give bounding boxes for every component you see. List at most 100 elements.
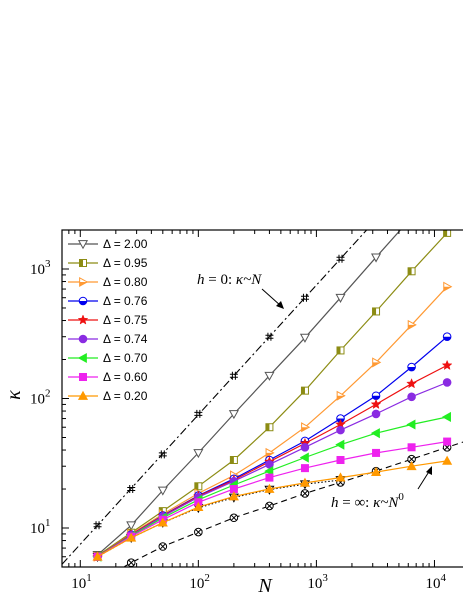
legend-label-3: Δ = 0.76 [103, 294, 148, 308]
annotation-hinf-arrow [417, 469, 431, 490]
legend: Δ = 2.00 Δ = 0.95 Δ = 0.80 Δ = 0.76 Δ = 0.75… [68, 237, 148, 403]
ref-point-h0-6 [300, 293, 309, 302]
legend-item-7: Δ = 0.60 [68, 370, 148, 384]
legend-label-5: Δ = 0.74 [103, 332, 148, 346]
point-0-1 [126, 521, 137, 531]
point-6-8 [370, 428, 380, 439]
y-tick-label-0: 101 [30, 517, 51, 537]
point-7-6 [300, 464, 309, 473]
series-layer [92, 214, 453, 562]
point-0-6 [299, 333, 311, 343]
point-4-10 [441, 359, 453, 371]
point-3-8 [371, 391, 381, 401]
point-8-0 [92, 551, 103, 561]
legend-marker-0 [77, 240, 89, 250]
point-0-7 [335, 293, 346, 303]
point-8-2 [157, 517, 168, 527]
ref-point-h0-2 [158, 450, 167, 459]
reference-line-hinf [122, 441, 463, 567]
point-8-4 [228, 491, 239, 501]
legend-label-8: Δ = 0.20 [103, 389, 148, 403]
point-6-10 [441, 411, 451, 423]
ref-point-hinf-1 [158, 542, 168, 551]
legend-label-1: Δ = 0.95 [103, 256, 148, 270]
point-6-9 [406, 419, 416, 430]
point-1-8 [372, 307, 381, 316]
legend-marker-2 [79, 276, 89, 288]
axes: 101 102 103 104 101 102 103 Nκ [3, 229, 463, 597]
point-5-5 [265, 460, 274, 469]
legend-marker-1 [79, 259, 87, 267]
point-1-10 [443, 230, 452, 237]
point-5-6 [300, 442, 310, 452]
point-2-8 [372, 357, 382, 368]
annotation-h0: h = 0: κ~N [197, 272, 262, 288]
point-3-10 [442, 332, 452, 342]
legend-label-6: Δ = 0.70 [103, 351, 148, 365]
legend-item-1: Δ = 0.95 [68, 256, 148, 270]
ref-point-h0-4 [229, 371, 238, 380]
point-7-9 [407, 443, 416, 452]
point-0-9 [407, 214, 415, 222]
point-7-10 [443, 437, 452, 446]
annotation-h0-arrow [261, 288, 282, 307]
legend-item-2: Δ = 0.80 [68, 275, 148, 289]
point-5-8 [371, 409, 381, 419]
legend-item-8: Δ = 0.20 [68, 389, 148, 403]
point-8-6 [299, 477, 311, 487]
series-line-2 [97, 286, 448, 558]
point-4-8 [370, 398, 382, 410]
point-4-9 [406, 378, 417, 389]
ref-point-hinf-0 [126, 558, 136, 567]
legend-label-2: Δ = 0.80 [103, 275, 148, 289]
point-8-7 [335, 472, 346, 482]
point-7-8 [372, 448, 381, 457]
legend-label-4: Δ = 0.75 [103, 313, 148, 327]
point-8-3 [193, 501, 204, 511]
ref-point-h0-3 [194, 409, 203, 418]
legend-item-3: Δ = 0.76 [68, 294, 148, 308]
point-0-3 [193, 449, 204, 459]
x-tick-label-0: 101 [71, 572, 92, 592]
y-tick-label-2: 103 [30, 258, 51, 278]
point-6-7 [335, 439, 345, 450]
annotation-hinf-arrowhead [426, 466, 432, 475]
ref-point-hinf-3 [229, 513, 239, 523]
x-tick-label-1: 102 [189, 572, 210, 592]
point-8-1 [126, 532, 137, 542]
series-line-0 [97, 230, 402, 556]
legend-marker-3 [78, 296, 88, 306]
point-8-5 [264, 483, 275, 493]
point-6-6 [299, 452, 309, 463]
legend-marker-7 [79, 373, 87, 381]
legend-item-6: Δ = 0.70 [68, 351, 148, 365]
point-2-6 [301, 422, 311, 433]
point-1-3 [194, 482, 203, 491]
ref-point-h0-7 [336, 254, 345, 263]
series-2 [93, 281, 453, 562]
point-1-5 [265, 423, 274, 432]
point-5-10 [442, 378, 452, 387]
point-8-9 [406, 460, 417, 471]
point-6-5 [264, 466, 274, 477]
point-2-9 [407, 319, 417, 330]
legend-marker-6 [77, 352, 87, 364]
annotation-hinf: h = ∞: κ~N0 [331, 491, 404, 511]
point-0-5 [264, 371, 275, 381]
point-1-4 [229, 456, 238, 465]
point-5-9 [407, 392, 416, 402]
point-1-9 [407, 267, 416, 276]
point-2-10 [443, 281, 453, 292]
point-0-4 [228, 410, 239, 420]
ref-point-hinf-2 [194, 527, 203, 537]
ref-point-hinf-5 [300, 489, 310, 498]
legend-marker-5 [78, 334, 88, 344]
point-8-8 [370, 466, 382, 477]
point-8-10 [442, 455, 453, 465]
x-axis-title: N [257, 575, 273, 597]
ref-point-hinf-4 [265, 501, 274, 511]
point-7-5 [265, 473, 274, 482]
series-0 [92, 214, 415, 561]
reference-h0 [62, 230, 368, 565]
